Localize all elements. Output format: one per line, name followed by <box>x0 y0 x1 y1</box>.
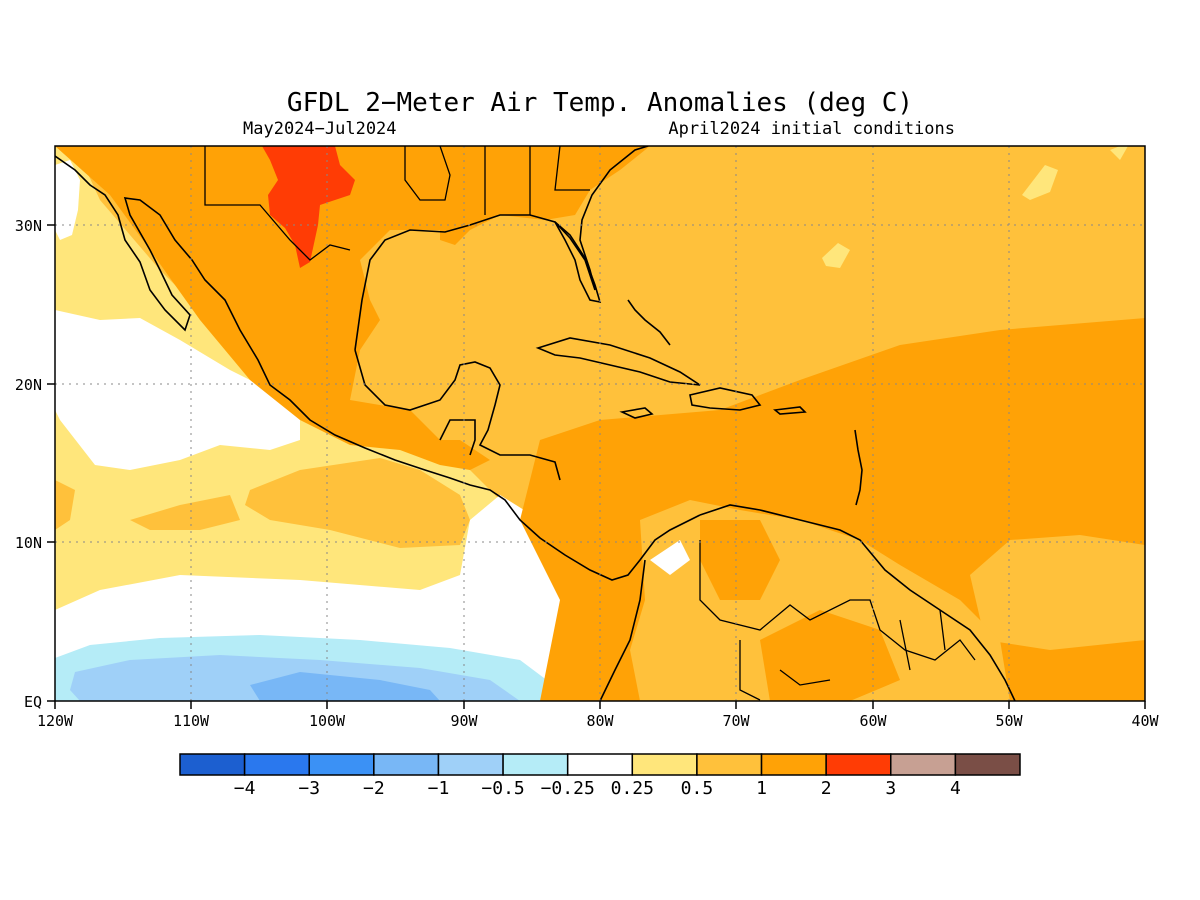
south-america-warm-2 <box>760 610 900 701</box>
south-america-warm-1 <box>700 520 780 600</box>
north-america-warm-east <box>440 146 650 245</box>
colorbar-swatch <box>631 753 698 776</box>
colorbar-labels: −4 −3 −2 −1 −0.5 −0.25 0.25 0.5 1 2 3 4 <box>234 778 961 799</box>
colorbar-swatch <box>566 753 634 776</box>
atlantic-light-patch-2 <box>822 243 850 268</box>
colorbar-swatch <box>243 753 310 776</box>
colorbar-swatch <box>890 753 957 776</box>
colorbar-label: −1 <box>428 778 450 799</box>
pacific-warm-band <box>245 458 470 548</box>
atlantic-light-patch-3 <box>1110 146 1128 160</box>
colorbar-swatch <box>954 753 1021 776</box>
colorbar-swatch <box>696 753 763 776</box>
colorbar-label: −0.25 <box>541 778 595 799</box>
colorbar-label: 4 <box>950 778 961 799</box>
colorbar-label: 0.5 <box>681 778 714 799</box>
x-tick-label: 40W <box>1131 712 1159 730</box>
forecast-period: May2024−Jul2024 <box>243 119 397 139</box>
y-axis-labels: EQ 10N 20N 30N <box>15 217 42 711</box>
colorbar-swatch <box>308 753 375 776</box>
x-tick-label: 60W <box>859 712 887 730</box>
colorbar-label: 0.25 <box>611 778 654 799</box>
atlantic-light-patch-1 <box>1022 165 1058 200</box>
x-tick-label: 100W <box>309 712 346 730</box>
colorbar-swatch <box>502 753 569 776</box>
x-tick-label: 90W <box>450 712 478 730</box>
x-tick-label: 70W <box>722 712 750 730</box>
x-tick-label: 120W <box>37 712 74 730</box>
colorbar-swatch <box>437 753 504 776</box>
pacific-white-northwest <box>55 160 80 240</box>
x-tick-label: 80W <box>586 712 614 730</box>
figure-title: GFDL 2−Meter Air Temp. Anomalies (deg C) <box>287 88 913 118</box>
colorbar-label: −2 <box>363 778 385 799</box>
texas-hot-spot <box>262 146 355 268</box>
colorbar-swatch <box>179 753 246 776</box>
pacific-warm-band-2 <box>55 480 75 530</box>
colorbar-label: −4 <box>234 778 256 799</box>
pacific-neutral-patch <box>128 340 158 372</box>
x-tick-label: 110W <box>173 712 210 730</box>
coastlines <box>55 146 1016 701</box>
colorbar-label: 3 <box>885 778 896 799</box>
y-tick-label: 30N <box>15 217 42 235</box>
colorbar <box>179 753 1021 776</box>
colorbar-label: −3 <box>298 778 320 799</box>
colorbar-swatch <box>373 753 440 776</box>
tick-marks <box>47 224 1146 709</box>
colorbar-label: 1 <box>756 778 767 799</box>
colorbar-label: 2 <box>821 778 832 799</box>
pacific-cool-strong <box>250 672 440 701</box>
y-tick-label: 10N <box>15 534 42 552</box>
initial-conditions: April2024 initial conditions <box>668 119 955 139</box>
x-tick-label: 50W <box>995 712 1023 730</box>
pacific-light-southwest <box>55 595 60 610</box>
anomaly-field <box>55 146 1145 701</box>
y-tick-label: 20N <box>15 376 42 394</box>
gridlines <box>55 146 1145 701</box>
colorbar-swatch <box>760 753 827 776</box>
south-america-white <box>650 540 690 575</box>
y-tick-label: EQ <box>24 693 42 711</box>
pacific-warm-band-3 <box>130 495 240 530</box>
pacific-neutral-upper <box>55 310 300 470</box>
mexico-warm <box>55 146 490 470</box>
colorbar-label: −0.5 <box>481 778 524 799</box>
colorbar-swatch <box>825 753 892 776</box>
atlantic-moderate-patch <box>970 535 1145 650</box>
x-axis-labels: 120W 110W 100W 90W 80W 70W 60W 50W 40W <box>37 712 1160 730</box>
